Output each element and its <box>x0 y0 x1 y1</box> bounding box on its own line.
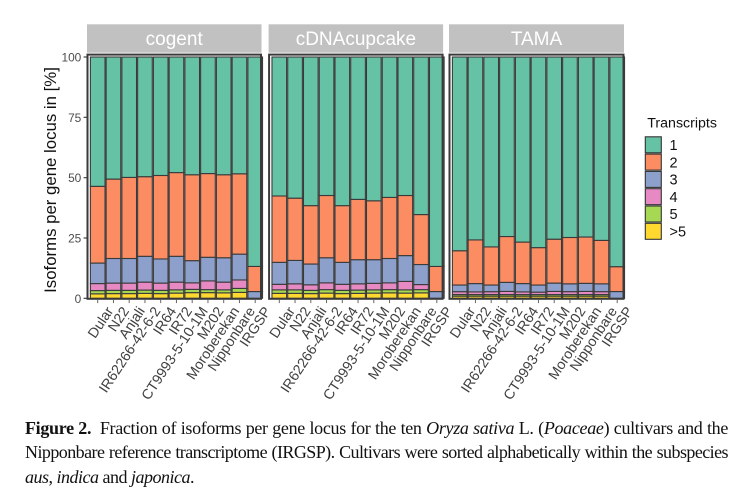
svg-text:3: 3 <box>670 173 678 189</box>
svg-text:Isoforms per gene locus in [%]: Isoforms per gene locus in [%] <box>41 67 60 293</box>
svg-text:25: 25 <box>68 232 82 246</box>
svg-text:Transcripts: Transcripts <box>647 116 717 132</box>
svg-text:100: 100 <box>61 51 81 65</box>
svg-text:4: 4 <box>670 190 678 206</box>
svg-text:5: 5 <box>670 207 678 223</box>
svg-text:75: 75 <box>68 111 82 125</box>
svg-text:cogent: cogent <box>146 29 204 50</box>
svg-text:TAMA: TAMA <box>511 29 563 50</box>
svg-text:0: 0 <box>75 292 82 306</box>
svg-text:50: 50 <box>68 171 82 185</box>
svg-text:>5: >5 <box>670 225 687 241</box>
svg-text:cDNAcupcake: cDNAcupcake <box>296 29 416 50</box>
svg-text:2: 2 <box>670 155 678 171</box>
svg-text:1: 1 <box>670 138 678 154</box>
